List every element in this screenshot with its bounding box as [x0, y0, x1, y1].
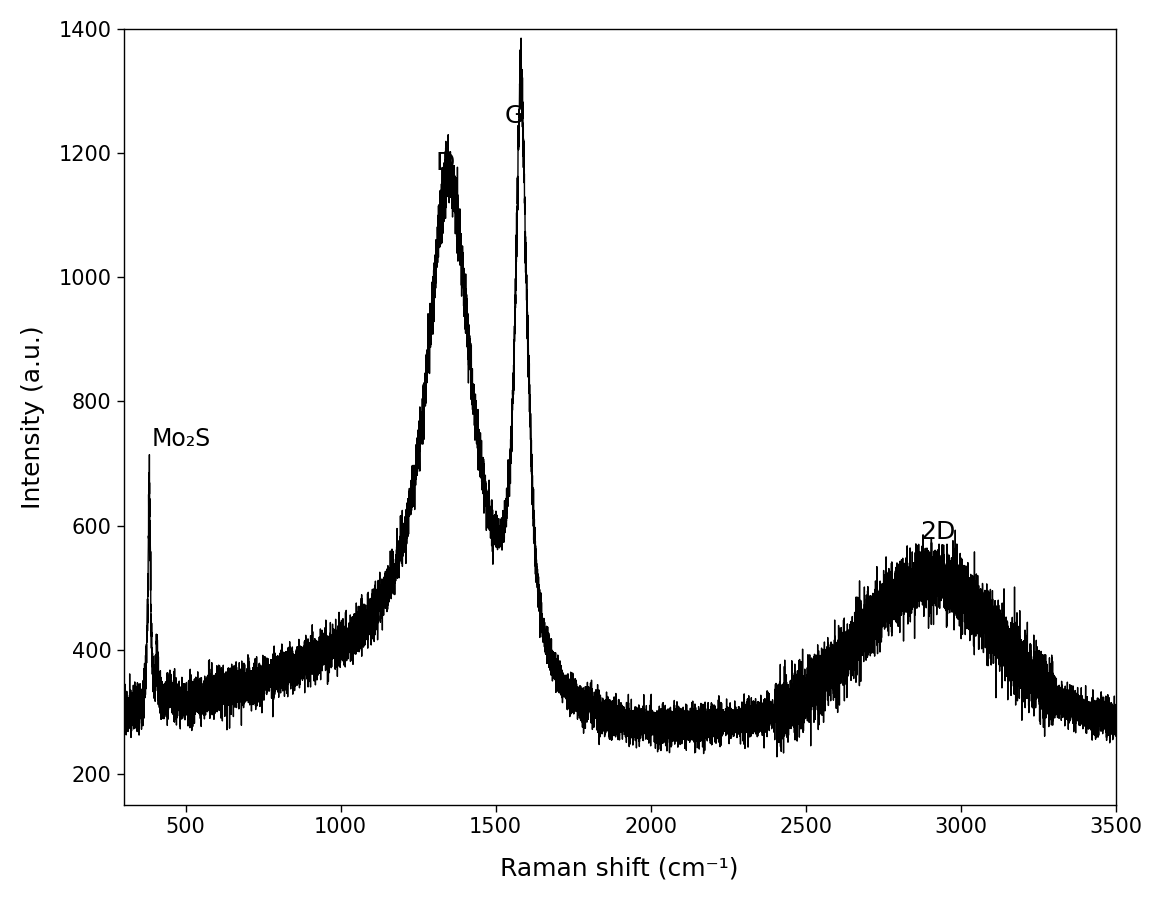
- X-axis label: Raman shift (cm⁻¹): Raman shift (cm⁻¹): [500, 856, 739, 880]
- Text: Mo₂S: Mo₂S: [151, 427, 211, 451]
- Text: D: D: [435, 150, 455, 175]
- Y-axis label: Intensity (a.u.): Intensity (a.u.): [21, 325, 45, 509]
- Text: G: G: [505, 105, 525, 128]
- Text: 2D: 2D: [920, 520, 956, 544]
